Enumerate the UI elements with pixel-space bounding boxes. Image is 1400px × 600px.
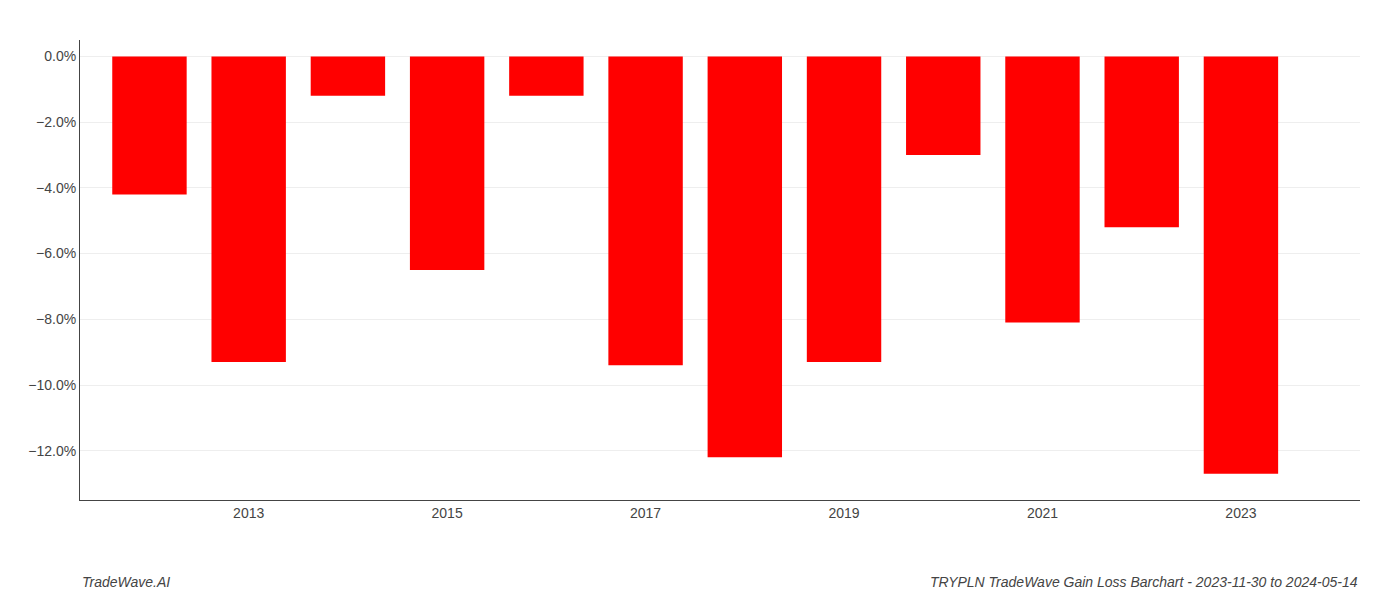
svg-text:2017: 2017 — [630, 505, 661, 521]
svg-text:−2.0%: −2.0% — [36, 114, 76, 130]
svg-text:−6.0%: −6.0% — [36, 245, 76, 261]
svg-text:2013: 2013 — [233, 505, 264, 521]
svg-text:TradeWave.AI: TradeWave.AI — [82, 574, 170, 590]
svg-text:−10.0%: −10.0% — [28, 377, 76, 393]
svg-text:0.0%: 0.0% — [44, 48, 76, 64]
svg-text:−4.0%: −4.0% — [36, 180, 76, 196]
svg-text:2015: 2015 — [432, 505, 463, 521]
svg-text:2019: 2019 — [828, 505, 859, 521]
svg-text:2021: 2021 — [1027, 505, 1058, 521]
svg-text:−8.0%: −8.0% — [36, 311, 76, 327]
svg-text:TRYPLN TradeWave Gain Loss Bar: TRYPLN TradeWave Gain Loss Barchart - 20… — [930, 574, 1358, 590]
svg-text:−12.0%: −12.0% — [28, 443, 76, 459]
svg-text:2023: 2023 — [1225, 505, 1256, 521]
